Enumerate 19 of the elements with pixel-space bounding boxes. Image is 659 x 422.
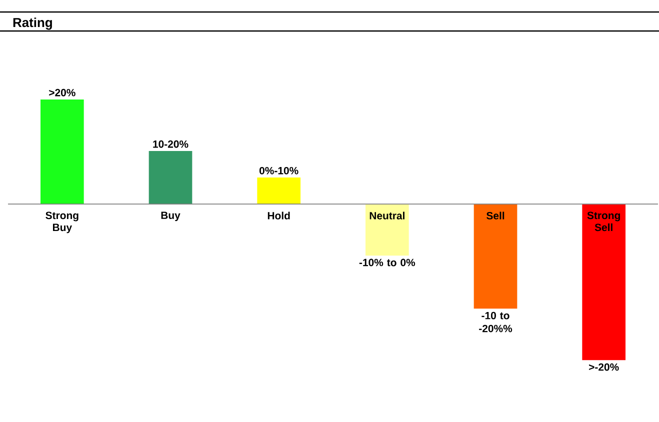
- x-tick-label: Strong Sell: [587, 212, 620, 232]
- bar: [148, 151, 192, 204]
- x-tick-label: Hold: [268, 212, 290, 220]
- chart-title: Rating: [13, 18, 52, 30]
- x-tick-label: Sell: [486, 212, 504, 220]
- annotation: -10 to -20%%: [479, 312, 512, 332]
- x-tick-label: Strong Buy: [46, 212, 78, 234]
- annotation: -10% to 0%: [359, 258, 416, 266]
- bar: [366, 204, 409, 256]
- annotation: 10-20%: [153, 140, 188, 148]
- bar: [582, 204, 626, 360]
- text: >20%: [49, 88, 76, 96]
- x-tick-label: Neutral: [370, 212, 404, 220]
- bar: [474, 204, 518, 309]
- bar: [40, 100, 84, 204]
- text: >-20%: [589, 363, 619, 371]
- x-tick-label: Buy: [161, 212, 180, 222]
- bar: [257, 178, 301, 204]
- annotation: 0%-10%: [259, 166, 298, 174]
